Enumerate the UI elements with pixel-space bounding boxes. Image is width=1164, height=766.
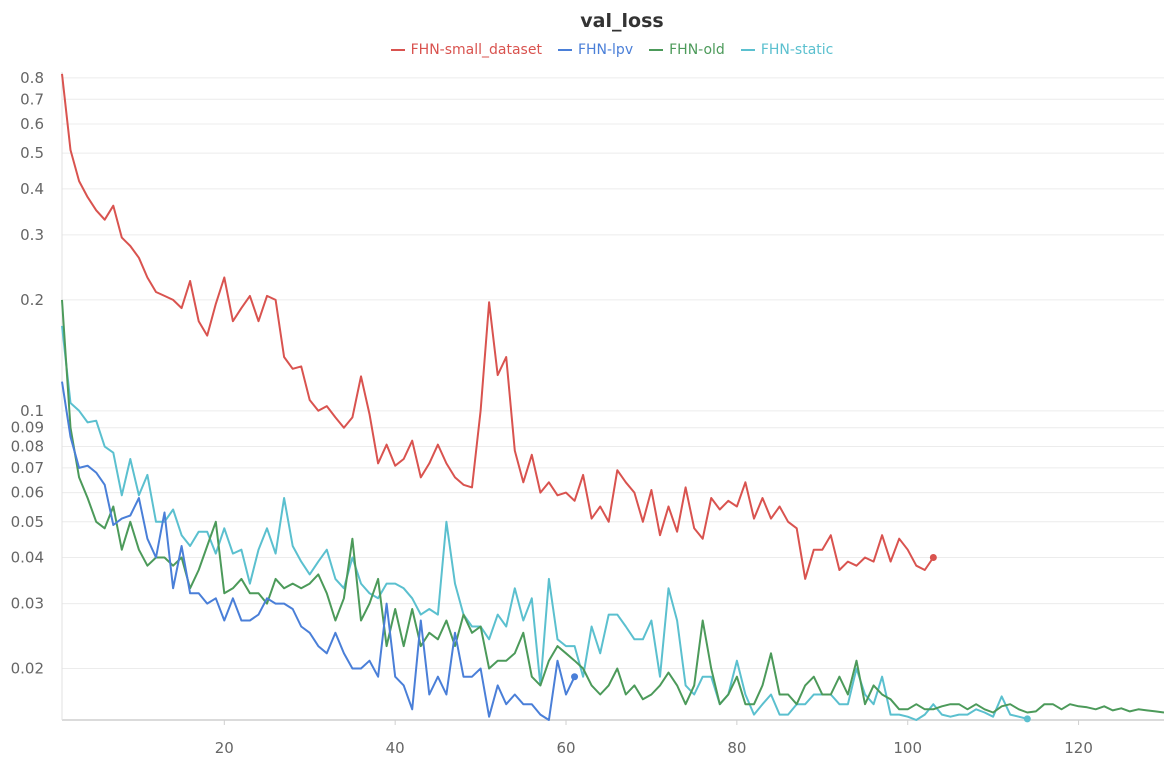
y-tick-label: 0.02 [11,660,44,678]
y-tick-label: 0.09 [11,419,44,437]
legend-item[interactable]: FHN-static [740,42,834,58]
x-tick-label: 100 [893,739,922,757]
legend-item[interactable]: FHN-lpv [557,42,634,58]
series-line-FHN-old [61,299,1164,714]
x-tick-label: 60 [556,739,575,757]
x-tick-label: 80 [727,739,746,757]
y-tick-label: 0.8 [20,69,44,87]
y-tick-label: 0.08 [11,438,44,456]
legend-item[interactable]: FHN-small_dataset [390,42,542,58]
legend-swatch [649,49,664,51]
x-tick-label: 20 [215,739,234,757]
x-tick-label: 40 [386,739,405,757]
series-line-FHN-static [61,325,1028,721]
y-tick-label: 0.7 [20,90,44,108]
y-tick-label: 0.4 [20,180,44,198]
x-tick-label: 120 [1064,739,1093,757]
series-end-point-FHN-static [1023,715,1031,723]
chart-title: val_loss [580,10,664,32]
legend-label: FHN-old [669,42,725,58]
y-tick-label: 0.05 [11,513,44,531]
legend-label: FHN-static [760,42,834,58]
y-tick-label: 0.6 [20,115,44,133]
series-end-point-FHN-small_dataset [929,554,937,562]
series-line-FHN-small_dataset [61,73,935,580]
legend-label: FHN-lpv [577,42,634,58]
legend-item[interactable]: FHN-old [649,42,725,58]
y-tick-label: 0.1 [20,402,44,420]
y-tick-label: 0.07 [11,459,44,477]
legend: FHN-small_dataset FHN-lpv FHN-old FHN-stati… [0,42,1164,58]
y-tick-label: 0.2 [20,291,44,309]
y-tick-label: 0.3 [20,226,44,244]
legend-swatch [740,49,755,51]
y-tick-label: 0.5 [20,144,44,162]
legend-label: FHN-small_dataset [410,42,542,58]
legend-swatch [557,49,572,51]
y-tick-label: 0.06 [11,484,44,502]
legend-swatch [390,49,405,51]
y-tick-label: 0.03 [11,595,44,613]
series-end-point-FHN-lpv [571,673,579,681]
y-tick-label: 0.04 [11,549,44,567]
series-line-FHN-lpv [61,381,576,721]
